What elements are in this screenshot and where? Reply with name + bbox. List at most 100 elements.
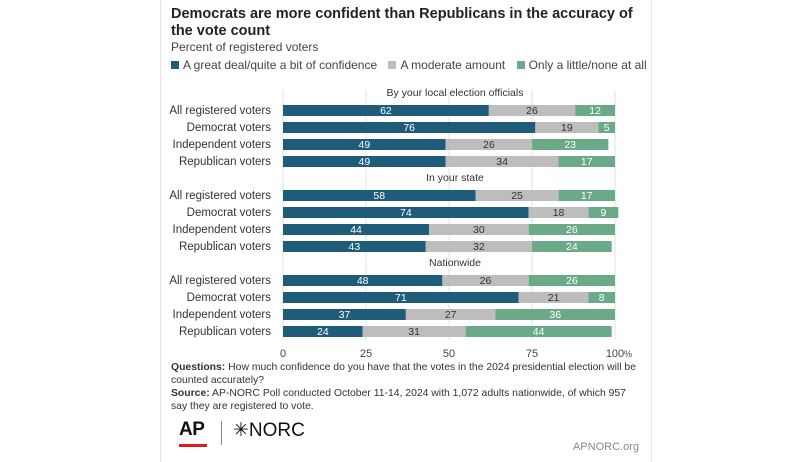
questions-label: Questions: <box>171 362 226 373</box>
data-label: 17 <box>581 190 593 202</box>
legend: A great deal/quite a bit of confidence A… <box>171 58 655 72</box>
stacked-bar-chart: 0 25 50 75 100 % By your local election offici… <box>169 87 632 360</box>
data-label: 44 <box>350 224 362 236</box>
legend-item-high: A great deal/quite a bit of confidence <box>171 58 377 72</box>
data-label: 44 <box>533 326 545 338</box>
chart-card: Democrats are more confident than Republ… <box>160 0 652 462</box>
data-label: 76 <box>403 122 415 134</box>
data-label: 37 <box>339 309 351 321</box>
data-label: 32 <box>473 241 485 253</box>
site-link[interactable]: APNORC.org <box>572 441 639 453</box>
chart-notes: Questions: How much confidence do you ha… <box>171 361 641 413</box>
bar-segment <box>405 309 496 320</box>
legend-item-low: Only a little/none at all <box>516 58 647 72</box>
data-label: 26 <box>566 224 578 236</box>
data-label: 12 <box>589 105 601 117</box>
row-label: Democrat voters <box>187 122 272 134</box>
bar-segment <box>532 241 612 252</box>
row-label: All registered voters <box>169 190 271 202</box>
bar-segment <box>362 326 466 337</box>
data-label: 62 <box>380 105 392 117</box>
bar-segment <box>575 105 615 116</box>
x-tick-label: 100 <box>606 348 624 360</box>
bar-segment <box>429 224 529 235</box>
ap-logo: AP <box>179 419 205 440</box>
row-label: All registered voters <box>169 105 271 117</box>
row-label: Republican voters <box>179 241 271 253</box>
bar-segment <box>528 275 615 286</box>
bar-segment <box>283 156 446 167</box>
data-label: 71 <box>395 292 407 304</box>
data-label: 25 <box>511 190 523 202</box>
data-label: 58 <box>373 190 385 202</box>
data-label: 49 <box>358 156 370 168</box>
legend-label-low: Only a little/none at all <box>528 58 647 72</box>
row-label: Independent voters <box>173 309 272 321</box>
data-label: 17 <box>581 156 593 168</box>
bar-segment <box>283 292 519 303</box>
group-title: Nationwide <box>429 257 481 269</box>
source-note: Source: AP-NORC Poll conducted October 1… <box>171 387 641 413</box>
bar-segment <box>442 275 529 286</box>
source-label: Source: <box>171 388 210 399</box>
bar-segment <box>283 139 446 150</box>
chart-subtitle: Percent of registered voters <box>171 40 319 54</box>
bar-segment <box>445 139 532 150</box>
row-label: Independent voters <box>173 139 272 151</box>
data-label: 21 <box>548 292 560 304</box>
bar-segment <box>283 190 476 201</box>
bar-segment <box>283 105 489 116</box>
bar-segment <box>598 122 615 133</box>
legend-label-moderate: A moderate amount <box>400 58 506 72</box>
data-label: 19 <box>561 122 573 134</box>
bar-segment <box>528 224 615 235</box>
questions-note: Questions: How much confidence do you ha… <box>171 361 641 387</box>
data-label: 26 <box>566 275 578 287</box>
group-title: By your local election officials <box>387 87 524 99</box>
x-tick-label: 50 <box>443 348 455 360</box>
data-label: 74 <box>400 207 412 219</box>
x-unit-label: % <box>624 349 632 359</box>
bar-segment <box>283 309 406 320</box>
data-label: 24 <box>317 326 329 338</box>
legend-swatch-low <box>516 61 525 69</box>
data-label: 26 <box>480 275 492 287</box>
data-label: 31 <box>408 326 420 338</box>
bar-segment <box>283 224 430 235</box>
row-label: Democrat voters <box>187 207 272 219</box>
row-label: Republican voters <box>179 326 271 338</box>
bar-segment <box>425 241 532 252</box>
bar-segment <box>445 156 559 167</box>
bar-segment <box>532 139 609 150</box>
norc-logo: ✳NORC <box>233 420 305 441</box>
data-label: 27 <box>445 309 457 321</box>
data-label: 48 <box>357 275 369 287</box>
bar-segment <box>535 122 599 133</box>
bar-segment <box>558 156 615 167</box>
bar-segment <box>495 309 615 320</box>
legend-item-moderate: A moderate amount <box>388 58 505 72</box>
data-label: 23 <box>564 139 576 151</box>
x-tick-label: 25 <box>360 348 372 360</box>
row-label: All registered voters <box>169 275 271 287</box>
data-label: 9 <box>600 207 606 219</box>
row-label: Independent voters <box>173 224 272 236</box>
bar-segment <box>283 275 443 286</box>
bar-segment <box>465 326 612 337</box>
data-label: 34 <box>496 156 508 168</box>
bar-segment <box>558 190 615 201</box>
data-label: 36 <box>549 309 561 321</box>
ap-logo-underline <box>179 444 207 447</box>
bar-segment <box>283 326 363 337</box>
logo-divider <box>221 421 222 445</box>
row-label: Republican voters <box>179 156 271 168</box>
bar-segment <box>475 190 559 201</box>
x-tick-label: 0 <box>280 348 286 360</box>
data-label: 8 <box>599 292 605 304</box>
data-label: 49 <box>358 139 370 151</box>
data-label: 5 <box>604 122 610 134</box>
chart-title: Democrats are more confident than Republ… <box>171 6 633 39</box>
bar-segment <box>518 292 589 303</box>
bar-segment <box>588 207 619 218</box>
data-label: 26 <box>526 105 538 117</box>
